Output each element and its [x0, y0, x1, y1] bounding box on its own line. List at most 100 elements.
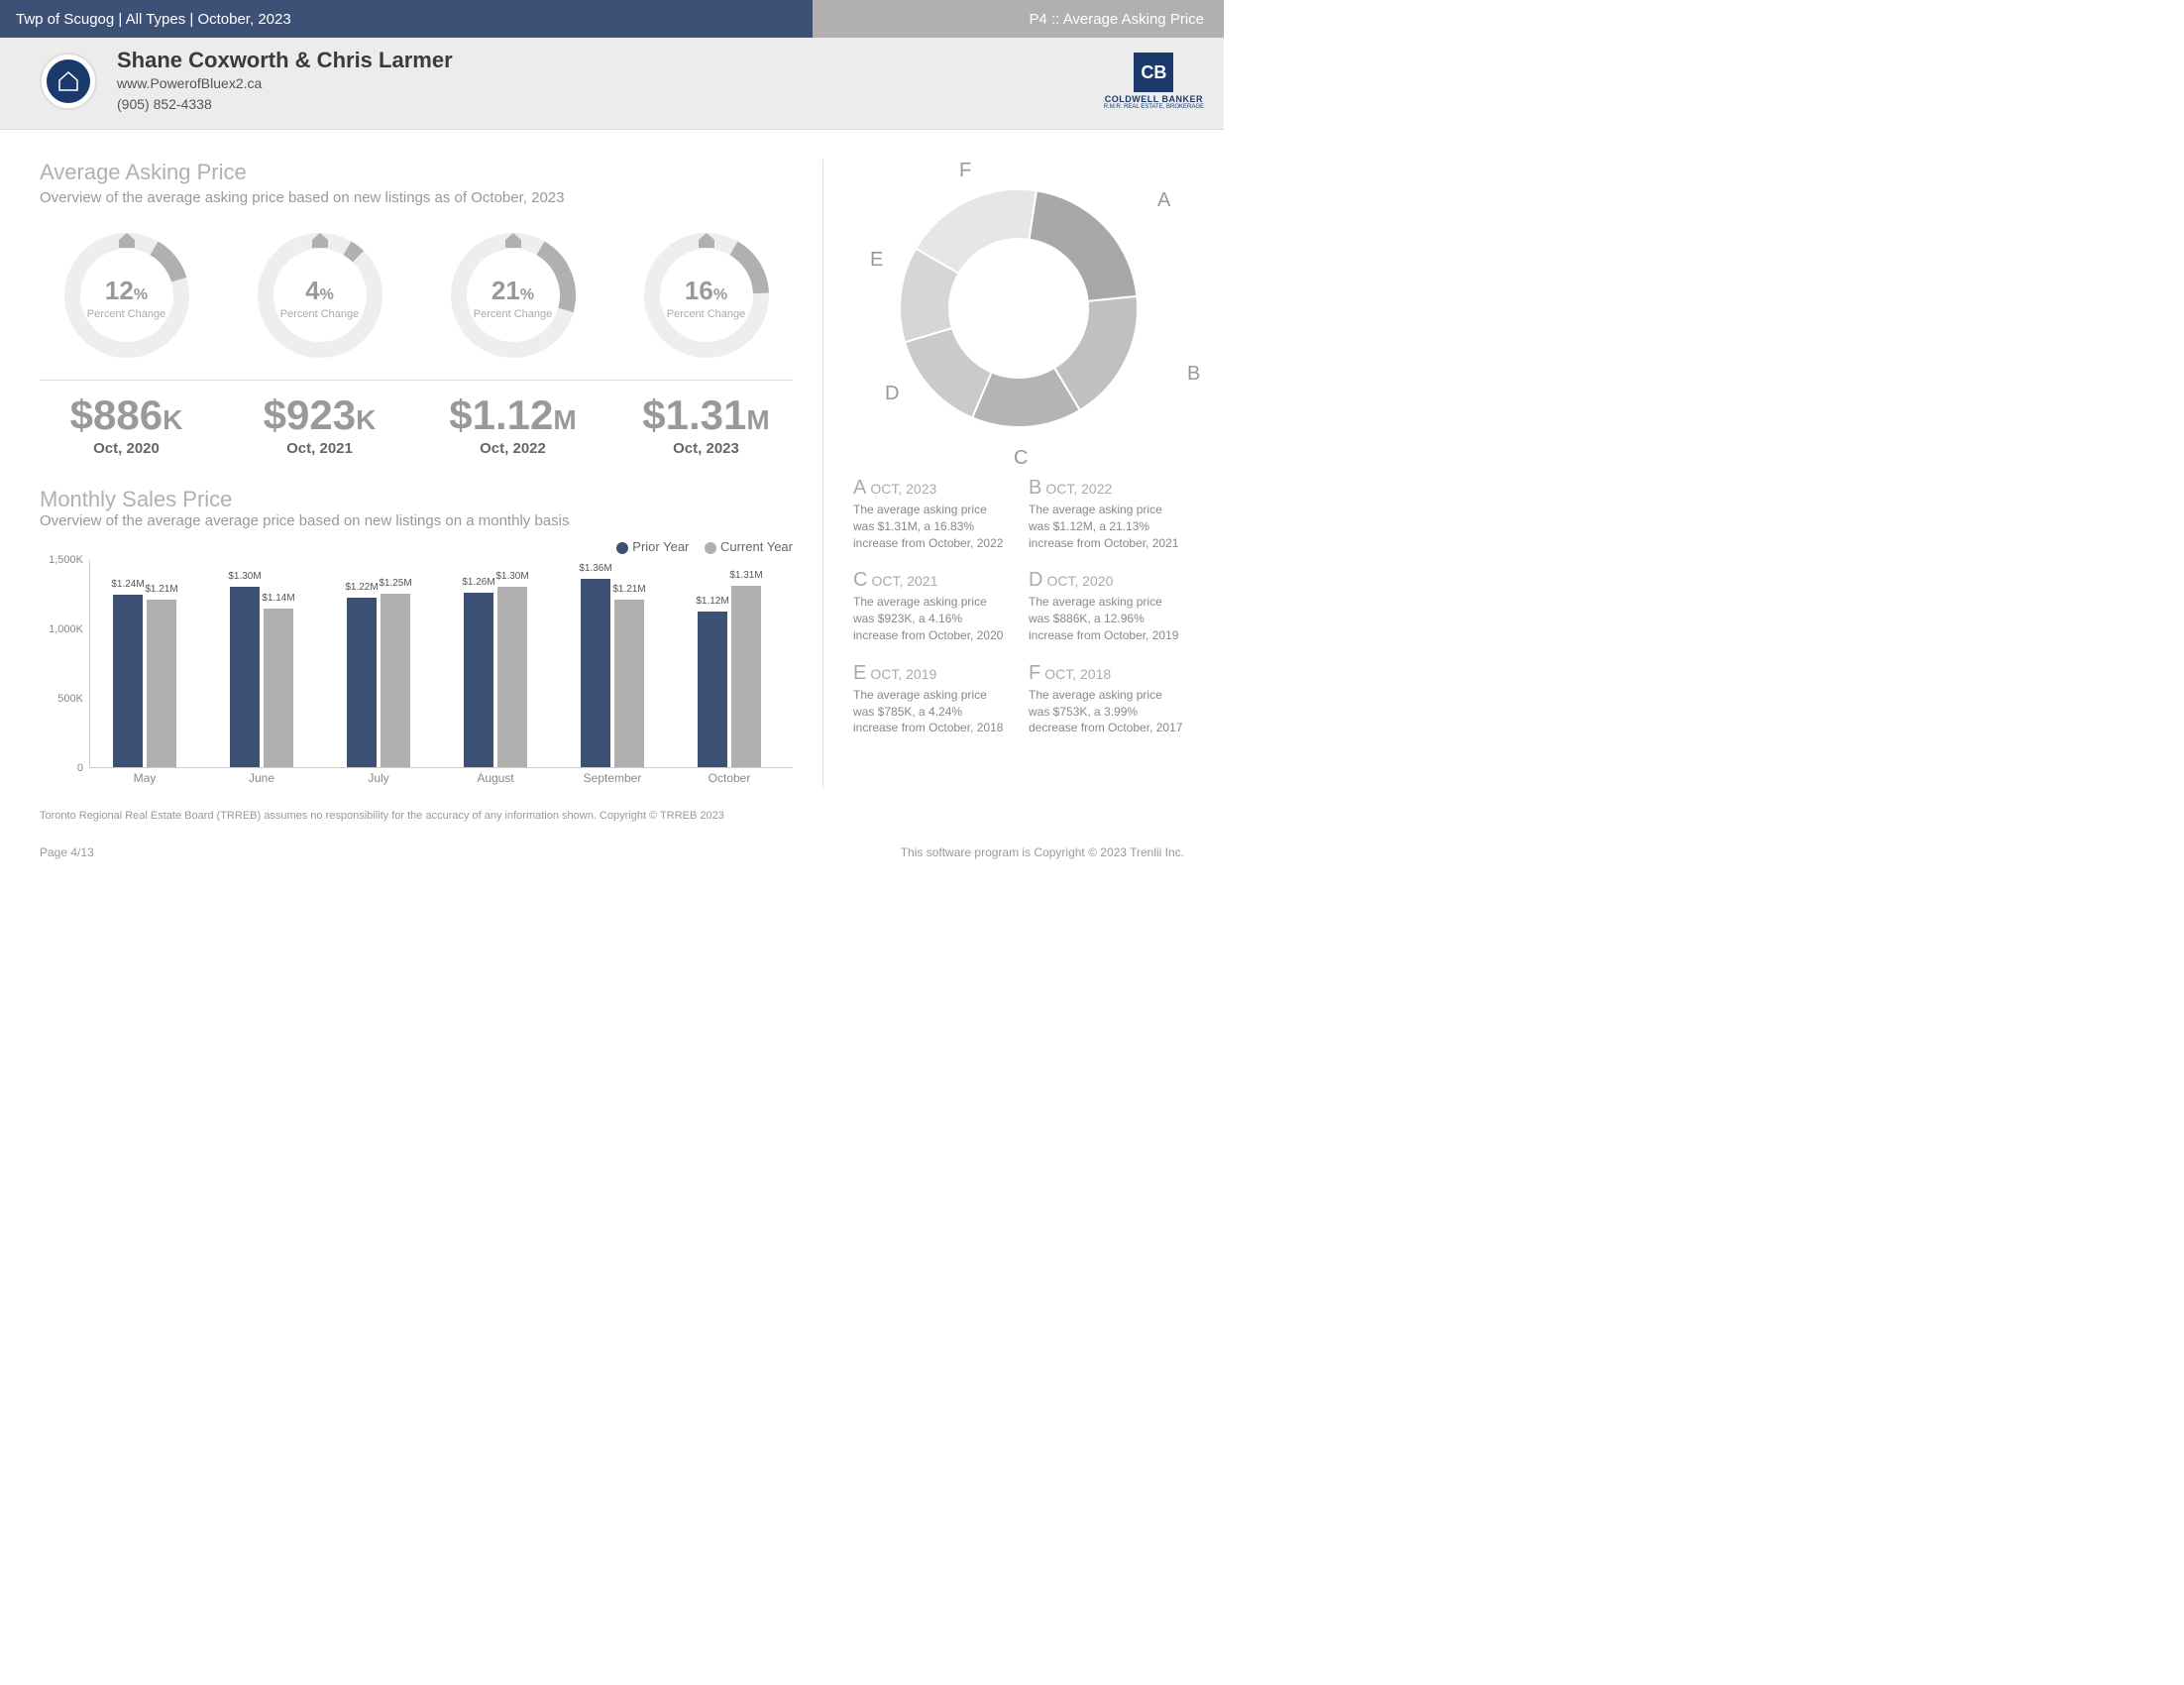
- topbar-title: Twp of Scugog | All Types | October, 202…: [0, 0, 813, 38]
- gauge-pct: 16%: [619, 276, 793, 306]
- donut-label-D: D: [885, 383, 899, 405]
- bar-label: $1.31M: [729, 570, 762, 581]
- bar-label: $1.22M: [345, 582, 378, 593]
- x-label: July: [344, 771, 413, 785]
- bar-current: $1.31M: [731, 586, 761, 767]
- legend-item-A: AOCT, 2023 The average asking price was …: [853, 477, 1009, 551]
- bar-prior: $1.24M: [113, 595, 143, 767]
- chart-legend: Prior Year Current Year: [40, 539, 793, 554]
- price-value: $1.31M: [619, 394, 793, 436]
- disclaimer: Toronto Regional Real Estate Board (TRRE…: [40, 810, 1184, 822]
- donut-label-E: E: [870, 249, 883, 272]
- bar-prior: $1.26M: [464, 593, 493, 767]
- x-label: May: [110, 771, 179, 785]
- donut-label-F: F: [959, 160, 971, 182]
- gauges-row: 12% Percent Change 4% Percent Change 2: [40, 226, 793, 370]
- brand-name: COLDWELL BANKER: [1104, 94, 1204, 104]
- donut-legend: AOCT, 2023 The average asking price was …: [853, 477, 1184, 736]
- gauge-pct: 4%: [233, 276, 406, 306]
- bar-label: $1.24M: [111, 579, 144, 590]
- bar-group-2: $1.22M $1.25M July: [344, 594, 413, 767]
- bar-group-0: $1.24M $1.21M May: [110, 595, 179, 767]
- software-copyright: This software program is Copyright © 202…: [901, 845, 1184, 859]
- bar-current: $1.14M: [264, 609, 293, 767]
- footer: Toronto Regional Real Estate Board (TRRE…: [0, 798, 1224, 879]
- price-1: $923K Oct, 2021: [233, 394, 406, 457]
- avg-title: Average Asking Price: [40, 160, 793, 185]
- bar-prior: $1.22M: [347, 598, 377, 767]
- bar-prior: $1.36M: [581, 579, 610, 767]
- bar-group-4: $1.36M $1.21M September: [578, 579, 647, 767]
- price-2: $1.12M Oct, 2022: [426, 394, 600, 457]
- brand-logo: CB COLDWELL BANKER R.M.R. REAL ESTATE, B…: [1104, 53, 1204, 110]
- x-label: August: [461, 771, 530, 785]
- donut-slice-D: [905, 328, 992, 417]
- bar-label: $1.30M: [495, 571, 528, 582]
- prices-row: $886K Oct, 2020 $923K Oct, 2021 $1.12M O…: [40, 394, 793, 457]
- gauge-pct: 21%: [426, 276, 600, 306]
- donut-chart: ABCDEF: [870, 160, 1167, 457]
- bar-label: $1.12M: [696, 596, 728, 607]
- legend-item-B: BOCT, 2022 The average asking price was …: [1029, 477, 1184, 551]
- agent-phone: (905) 852-4338: [117, 94, 453, 115]
- topbar-page: P4 :: Average Asking Price: [813, 0, 1224, 38]
- legend-prior: Prior Year: [632, 539, 689, 554]
- legend-item-E: EOCT, 2019 The average asking price was …: [853, 662, 1009, 736]
- gauge-0: 12% Percent Change: [40, 226, 213, 370]
- price-date: Oct, 2020: [40, 440, 213, 457]
- bar-current: $1.25M: [381, 594, 410, 767]
- brand-sub: R.M.R. REAL ESTATE, BROKERAGE: [1104, 104, 1204, 110]
- price-value: $1.12M: [426, 394, 600, 436]
- donut-label-B: B: [1187, 363, 1200, 386]
- bar-label: $1.36M: [579, 563, 611, 574]
- agent-website: www.PowerofBluex2.ca: [117, 73, 453, 94]
- donut-slice-A: [1029, 190, 1137, 301]
- donut-label-A: A: [1157, 189, 1170, 212]
- bar-group-3: $1.26M $1.30M August: [461, 587, 530, 767]
- page-number: Page 4/13: [40, 845, 94, 859]
- bar-group-1: $1.30M $1.14M June: [227, 587, 296, 767]
- y-tick: 500K: [57, 693, 83, 705]
- bar-label: $1.25M: [379, 578, 411, 589]
- y-tick: 1,500K: [49, 554, 83, 566]
- topbar: Twp of Scugog | All Types | October, 202…: [0, 0, 1224, 38]
- monthly-subtitle: Overview of the average average price ba…: [40, 512, 793, 529]
- bar-current: $1.30M: [497, 587, 527, 767]
- y-tick: 1,000K: [49, 623, 83, 635]
- price-date: Oct, 2023: [619, 440, 793, 457]
- bar-label: $1.21M: [612, 584, 645, 595]
- gauge-1: 4% Percent Change: [233, 226, 406, 370]
- brand-mark: CB: [1134, 53, 1173, 92]
- agent-info: Shane Coxworth & Chris Larmer www.Powero…: [117, 48, 453, 115]
- gauge-label: Percent Change: [619, 308, 793, 320]
- bar-prior: $1.12M: [698, 612, 727, 767]
- x-label: October: [695, 771, 764, 785]
- legend-item-D: DOCT, 2020 The average asking price was …: [1029, 569, 1184, 643]
- bar-label: $1.14M: [262, 593, 294, 604]
- price-value: $923K: [233, 394, 406, 436]
- bar-current: $1.21M: [614, 600, 644, 767]
- gauge-3: 16% Percent Change: [619, 226, 793, 370]
- bar-current: $1.21M: [147, 600, 176, 767]
- donut-label-C: C: [1014, 447, 1028, 470]
- bar-label: $1.30M: [228, 571, 261, 582]
- price-date: Oct, 2021: [233, 440, 406, 457]
- bar-group-5: $1.12M $1.31M October: [695, 586, 764, 767]
- price-0: $886K Oct, 2020: [40, 394, 213, 457]
- gauge-label: Percent Change: [40, 308, 213, 320]
- bar-prior: $1.30M: [230, 587, 260, 767]
- legend-item-F: FOCT, 2018 The average asking price was …: [1029, 662, 1184, 736]
- bar-label: $1.21M: [145, 584, 177, 595]
- bar-label: $1.26M: [462, 577, 494, 588]
- legend-current: Current Year: [720, 539, 793, 554]
- gauge-label: Percent Change: [233, 308, 406, 320]
- price-value: $886K: [40, 394, 213, 436]
- bar-chart: 0500K1,000K1,500K $1.24M $1.21M May $1.3…: [40, 560, 793, 788]
- agent-name: Shane Coxworth & Chris Larmer: [117, 48, 453, 73]
- legend-item-C: COCT, 2021 The average asking price was …: [853, 569, 1009, 643]
- y-tick: 0: [77, 762, 83, 774]
- header: Shane Coxworth & Chris Larmer www.Powero…: [0, 38, 1224, 130]
- gauge-pct: 12%: [40, 276, 213, 306]
- gauge-label: Percent Change: [426, 308, 600, 320]
- avg-subtitle: Overview of the average asking price bas…: [40, 189, 793, 206]
